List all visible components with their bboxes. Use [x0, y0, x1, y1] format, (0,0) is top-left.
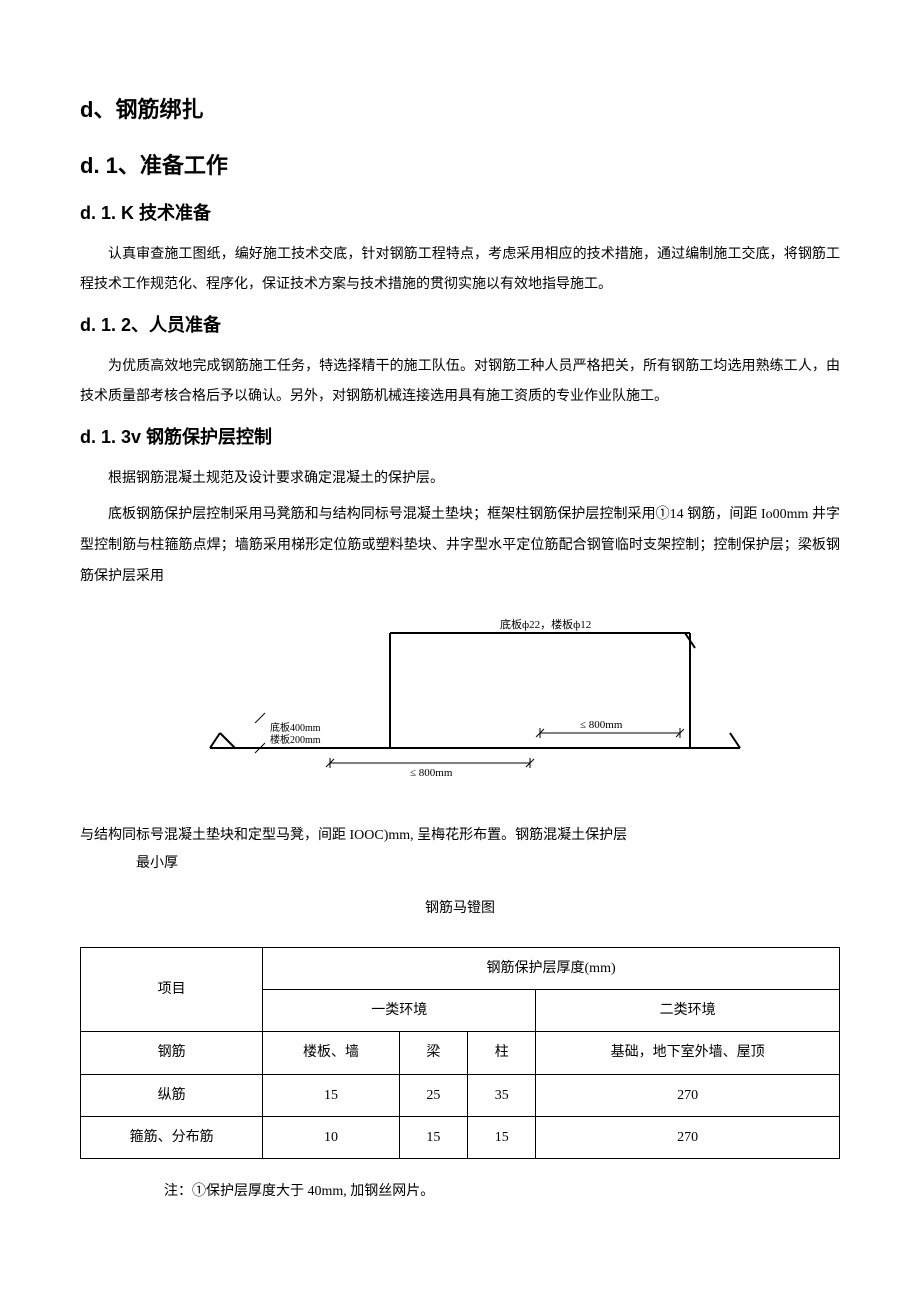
table-row: 纵筋 15 25 35 270: [81, 1074, 840, 1116]
heading-level-2: d. 1、准备工作: [80, 146, 840, 186]
table-cell: 15: [468, 1116, 536, 1158]
heading-cover-control: d. 1. 3v 钢筋保护层控制: [80, 421, 840, 453]
table-row: 项目 钢筋保护层厚度(mm): [81, 948, 840, 990]
table-header-project: 项目: [81, 948, 263, 1032]
paragraph-cover-1: 根据钢筋混凝土规范及设计要求确定混凝土的保护层。: [80, 464, 840, 495]
cover-thickness-table: 项目 钢筋保护层厚度(mm) 一类环境 二类环境 钢筋 楼板、墙 梁 柱 基础，…: [80, 947, 840, 1159]
rebar-stool-diagram: 底板ф22，楼板ф12 底板400mm 楼板200mm ≤ 800mm ≤ 80…: [160, 613, 760, 793]
table-cell: 柱: [468, 1032, 536, 1074]
caption-line-1: 与结构同标号混凝土垫块和定型马凳，间距 IOOC)mm, 呈梅花形布置。钢筋混凝…: [80, 822, 840, 850]
table-cell: 纵筋: [81, 1074, 263, 1116]
diagram-title: 钢筋马镫图: [80, 896, 840, 921]
table-cell: 钢筋: [81, 1032, 263, 1074]
heading-tech-prep: d. 1. K 技术准备: [80, 197, 840, 229]
heading-level-1: d、钢筋绑扎: [80, 90, 840, 130]
diagram-left-dim-2: 楼板200mm: [270, 733, 321, 746]
table-cell: 梁: [399, 1032, 467, 1074]
paragraph-personnel-prep: 为优质高效地完成钢筋施工任务，特选择精干的施工队伍。对钢筋工种人员严格把关，所有…: [80, 352, 840, 414]
table-cell: 25: [399, 1074, 467, 1116]
diagram-top-label: 底板ф22，楼板ф12: [500, 617, 591, 631]
table-header-env1: 一类环境: [263, 990, 536, 1032]
paragraph-cover-2: 底板钢筋保护层控制采用马凳筋和与结构同标号混凝土垫块；框架柱钢筋保护层控制采用①…: [80, 500, 840, 592]
table-cell: 15: [399, 1116, 467, 1158]
paragraph-tech-prep: 认真审查施工图纸，编好施工技术交底，针对钢筋工程特点，考虑采用相应的技术措施，通…: [80, 240, 840, 302]
table-cell: 270: [536, 1116, 840, 1158]
table-cell: 35: [468, 1074, 536, 1116]
table-cell: 楼板、墙: [263, 1032, 400, 1074]
table-row: 箍筋、分布筋 10 15 15 270: [81, 1116, 840, 1158]
table-cell: 箍筋、分布筋: [81, 1116, 263, 1158]
diagram-bottom-dim: ≤ 800mm: [410, 767, 453, 779]
table-cell: 15: [263, 1074, 400, 1116]
diagram-container: 底板ф22，楼板ф12 底板400mm 楼板200mm ≤ 800mm ≤ 80…: [80, 613, 840, 802]
diagram-caption-wrap: 与结构同标号混凝土垫块和定型马凳，间距 IOOC)mm, 呈梅花形布置。钢筋混凝…: [80, 822, 840, 878]
table-cell: 基础，地下室外墙、屋顶: [536, 1032, 840, 1074]
table-header-span: 钢筋保护层厚度(mm): [263, 948, 840, 990]
table-note: 注：①保护层厚度大于 40mm, 加钢丝网片。: [80, 1179, 840, 1204]
table-header-env2: 二类环境: [536, 990, 840, 1032]
table-cell: 10: [263, 1116, 400, 1158]
diagram-left-dim-1: 底板400mm: [270, 721, 321, 734]
heading-personnel-prep: d. 1. 2、人员准备: [80, 309, 840, 341]
diagram-right-dim: ≤ 800mm: [580, 719, 623, 731]
caption-line-2: 最小厚: [80, 850, 840, 878]
table-cell: 270: [536, 1074, 840, 1116]
table-row: 钢筋 楼板、墙 梁 柱 基础，地下室外墙、屋顶: [81, 1032, 840, 1074]
